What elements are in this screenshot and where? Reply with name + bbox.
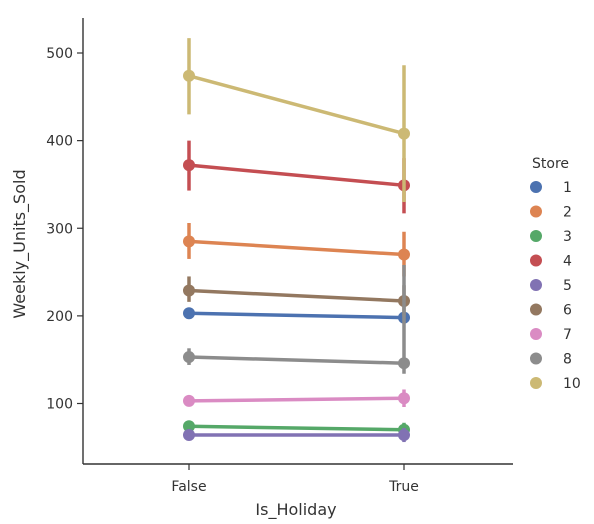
series-line xyxy=(188,424,405,432)
series-2 xyxy=(183,222,410,277)
legend-label-2: 2 xyxy=(563,205,572,221)
series-line xyxy=(188,74,405,136)
data-point xyxy=(398,429,410,442)
data-point xyxy=(183,307,195,320)
x-tick-label: False xyxy=(171,479,206,495)
legend-marker-6 xyxy=(530,303,542,316)
data-point xyxy=(183,394,195,407)
legend-title: Store xyxy=(532,156,569,172)
y-tick-label: 300 xyxy=(46,221,73,237)
legend-marker-2 xyxy=(530,205,542,218)
legend-label-7: 7 xyxy=(563,327,572,343)
legend-label-3: 3 xyxy=(563,229,572,245)
series-1 xyxy=(183,307,410,324)
series-layer xyxy=(183,38,410,443)
y-axis-label: Weekly_Units_Sold xyxy=(10,169,30,318)
series-line xyxy=(188,163,405,188)
y-tick-label: 500 xyxy=(46,46,73,62)
series-5 xyxy=(183,428,410,443)
data-point xyxy=(183,69,195,82)
legend-marker-7 xyxy=(530,328,542,340)
y-tick-label: 400 xyxy=(46,134,73,150)
legend-label-6: 6 xyxy=(563,303,572,319)
data-point xyxy=(398,127,410,140)
series-line xyxy=(188,396,405,403)
legend-label-8: 8 xyxy=(563,352,572,368)
data-point xyxy=(183,235,195,248)
series-line xyxy=(188,355,405,365)
legend: Store 1 2 3 4 5 6 7 8 10 xyxy=(530,156,581,392)
data-point xyxy=(183,420,195,433)
data-point xyxy=(398,392,410,405)
legend-marker-5 xyxy=(530,279,542,291)
series-4 xyxy=(183,140,410,214)
legend-marker-8 xyxy=(530,352,542,365)
data-point xyxy=(398,357,410,370)
axes: 100 200 300 400 500 False True xyxy=(46,18,513,495)
legend-marker-10 xyxy=(530,377,542,389)
legend-label-1: 1 xyxy=(563,180,572,196)
data-point xyxy=(183,159,195,172)
legend-marker-3 xyxy=(530,230,542,242)
data-point xyxy=(183,284,195,297)
series-10 xyxy=(183,38,410,202)
legend-label-4: 4 xyxy=(563,254,572,270)
series-line xyxy=(188,239,405,257)
legend-label-5: 5 xyxy=(563,278,572,294)
series-line xyxy=(188,311,405,320)
y-tick-label: 200 xyxy=(46,309,73,325)
data-point xyxy=(398,248,410,261)
series-6 xyxy=(183,276,410,316)
data-point xyxy=(183,351,195,364)
data-point xyxy=(183,429,195,442)
series-8 xyxy=(183,265,410,374)
legend-marker-1 xyxy=(530,181,542,193)
x-axis-label: Is_Holiday xyxy=(255,500,336,520)
x-tick-label: True xyxy=(388,479,419,495)
legend-marker-4 xyxy=(530,254,542,267)
series-line xyxy=(188,288,405,303)
series-7 xyxy=(183,389,410,408)
legend-label-10: 10 xyxy=(563,376,581,392)
y-tick-label: 100 xyxy=(46,397,73,413)
